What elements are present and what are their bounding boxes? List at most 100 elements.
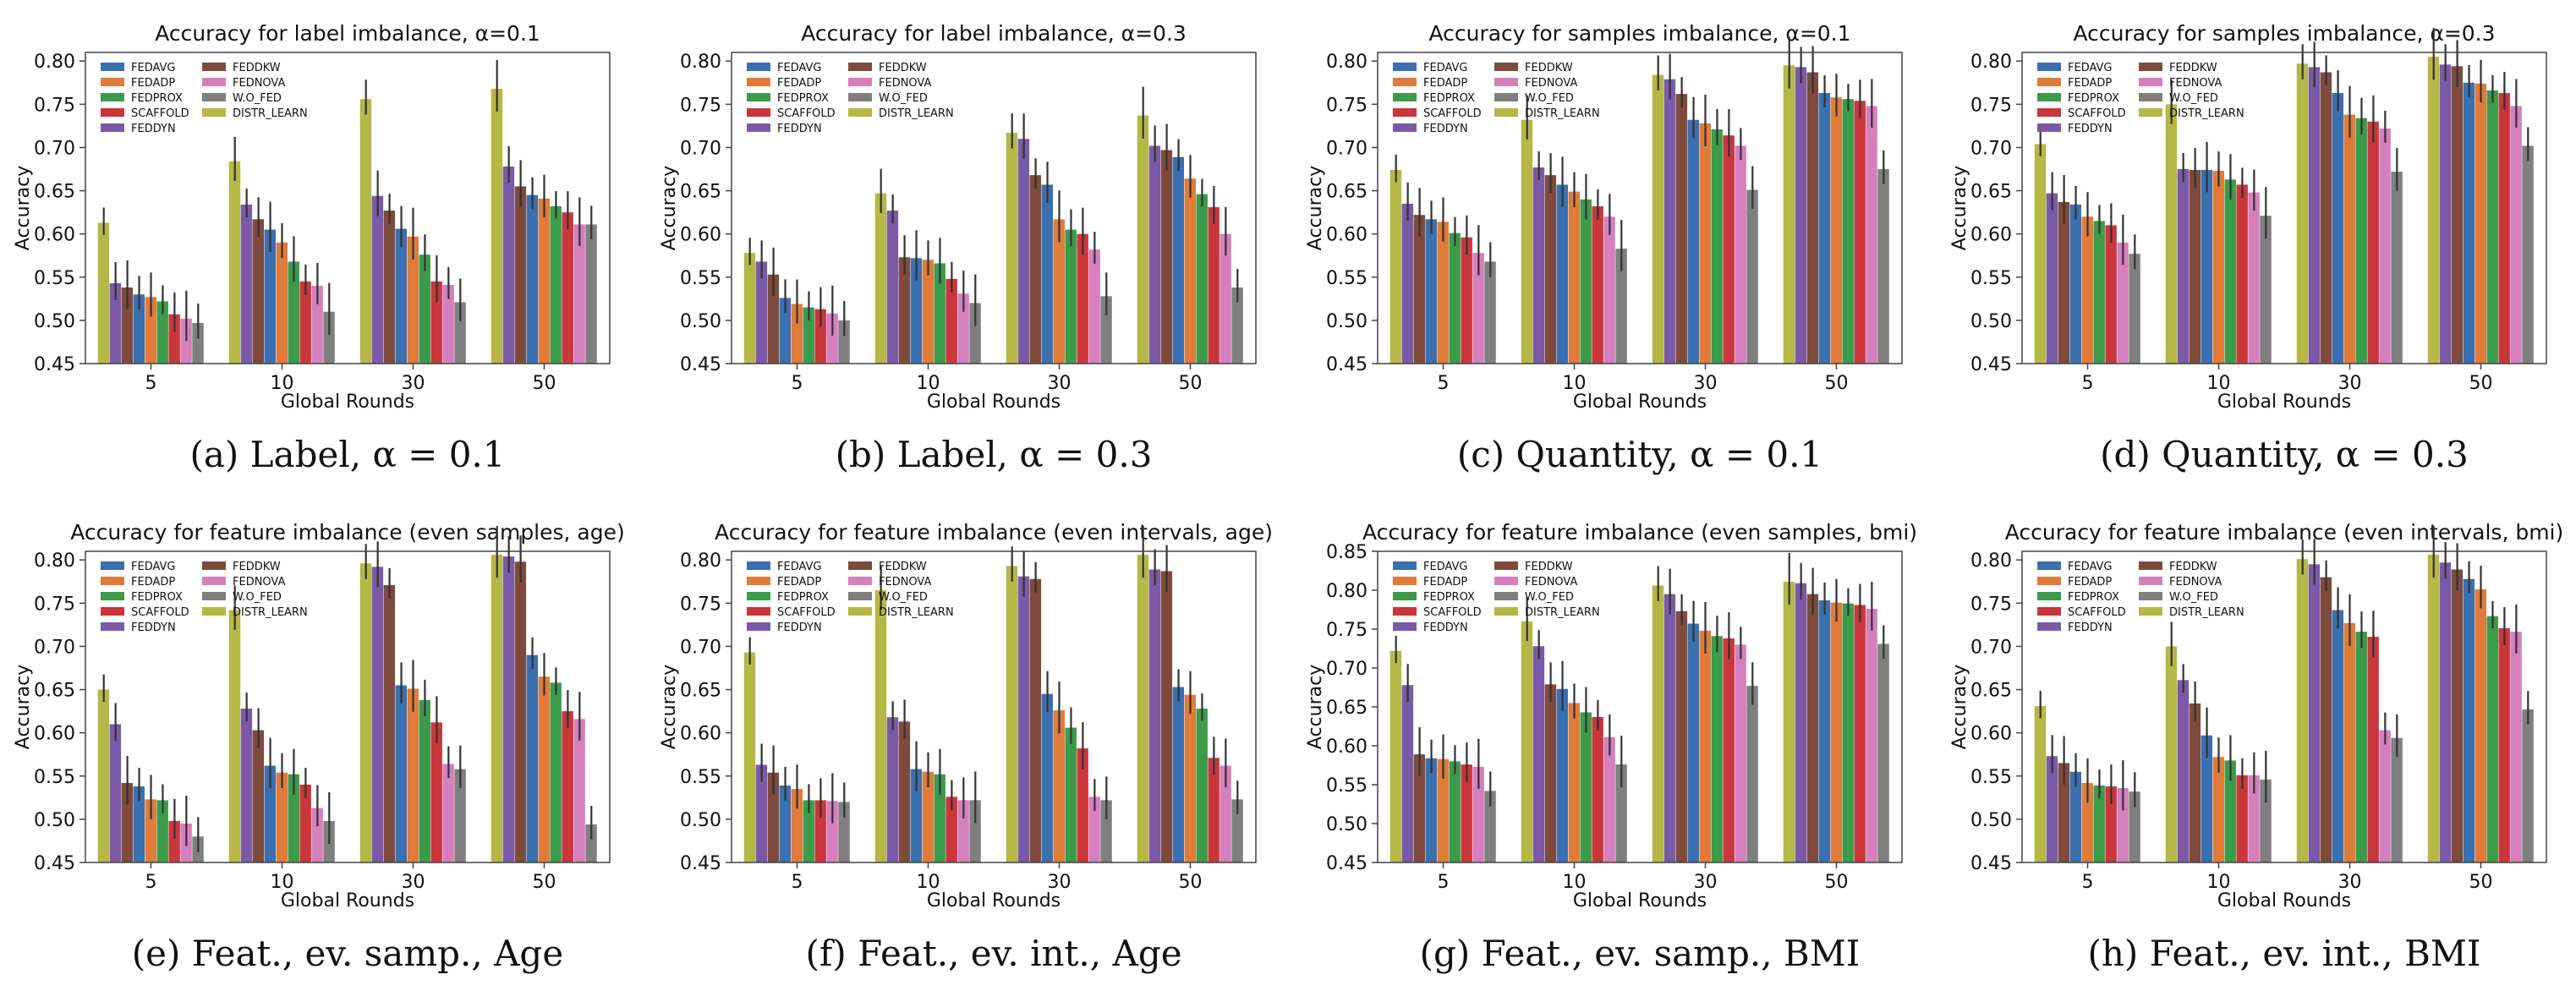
bar	[2081, 216, 2093, 364]
bar	[407, 688, 419, 862]
bar	[2189, 170, 2201, 364]
bar	[1041, 693, 1054, 862]
subfigure-caption: (f) Feat., ev. int., Age	[805, 933, 1181, 974]
bar	[2129, 791, 2140, 862]
legend-swatch	[1494, 108, 1518, 117]
bar	[1077, 748, 1088, 862]
legend-label: FEDDKW	[2169, 62, 2217, 74]
legend-swatch	[747, 592, 770, 600]
y-tick-label: 0.65	[680, 182, 721, 203]
bar	[145, 799, 156, 862]
bar	[97, 222, 110, 364]
bar	[454, 769, 466, 862]
bar	[1806, 594, 1819, 862]
bar	[1735, 644, 1746, 862]
bar	[1532, 167, 1545, 364]
legend-swatch	[848, 577, 872, 585]
legend-swatch	[101, 607, 124, 616]
bar	[430, 281, 442, 364]
bar	[743, 652, 756, 862]
y-tick-label: 0.50	[34, 311, 75, 332]
y-tick-label: 0.80	[1970, 52, 2012, 73]
bar	[1521, 621, 1533, 862]
legend-swatch	[101, 93, 124, 101]
x-tick-label: 50	[533, 872, 556, 893]
y-axis-label: Accuracy	[13, 665, 34, 749]
y-tick-label: 0.45	[680, 853, 721, 874]
bar	[1472, 766, 1484, 862]
bar	[2332, 610, 2344, 862]
bar	[1172, 156, 1185, 364]
chart-6: Accuracy for feature imbalance (even int…	[659, 520, 1273, 974]
chart-title: Accuracy for feature imbalance (even int…	[715, 520, 1273, 545]
bar	[1652, 585, 1664, 862]
bar	[371, 567, 384, 862]
bar	[814, 800, 826, 862]
legend-label: FEDDYN	[1423, 123, 1468, 135]
chart-8: Accuracy for feature imbalance (even int…	[1949, 520, 2563, 974]
bar	[2034, 705, 2047, 862]
bar	[1795, 583, 1807, 862]
bar	[1231, 287, 1243, 364]
bar	[2439, 562, 2452, 862]
y-tick-label: 0.80	[1326, 581, 1367, 602]
bar	[550, 205, 562, 364]
bar	[1077, 233, 1088, 364]
y-tick-label: 0.50	[1326, 311, 1367, 332]
bar	[276, 242, 288, 364]
legend-swatch	[2037, 93, 2061, 101]
bar	[1723, 638, 1735, 862]
bar	[1877, 643, 1889, 862]
x-tick-label: 30	[1048, 373, 1072, 394]
legend-swatch	[1393, 108, 1417, 117]
legend-label: DISTR_LEARN	[879, 606, 954, 619]
legend-swatch	[1393, 561, 1417, 570]
legend-swatch	[101, 78, 124, 86]
legend-label: SCAFFOLD	[1423, 606, 1482, 619]
bar	[168, 820, 180, 862]
x-tick-label: 5	[2082, 373, 2094, 394]
bar	[264, 229, 277, 364]
chart-title: Accuracy for label imbalance, α=0.1	[155, 21, 540, 46]
legend-label: DISTR_LEARN	[879, 107, 954, 120]
bar	[1866, 106, 1877, 364]
bar	[1699, 123, 1711, 364]
legend-label: SCAFFOLD	[2068, 606, 2126, 619]
bar	[910, 769, 923, 862]
bar	[1389, 650, 1402, 862]
chart-title: Accuracy for feature imbalance (even sam…	[70, 520, 625, 545]
bar	[2391, 737, 2403, 862]
bar	[395, 228, 408, 364]
bar	[2069, 771, 2082, 862]
legend-swatch	[1393, 607, 1417, 616]
bar	[1088, 249, 1100, 364]
x-tick-label: 50	[533, 373, 556, 394]
chart-5: Accuracy for feature imbalance (even sam…	[13, 520, 625, 974]
legend-swatch	[202, 108, 226, 117]
bar	[945, 278, 957, 364]
bar	[2486, 616, 2498, 862]
y-axis-label: Accuracy	[1949, 166, 1970, 250]
bar	[1389, 170, 1402, 364]
bar	[1065, 229, 1077, 364]
bar	[2367, 121, 2379, 364]
bar	[2427, 555, 2440, 862]
bar	[145, 297, 156, 364]
legend-swatch	[101, 108, 124, 117]
legend-label: W.O_FED	[233, 591, 282, 604]
bar	[1711, 129, 1723, 364]
bar	[957, 800, 969, 862]
legend-label: DISTR_LEARN	[2169, 107, 2244, 120]
x-tick-label: 30	[402, 373, 425, 394]
legend-label: FEDAVG	[1423, 561, 1468, 573]
bar	[1663, 594, 1676, 862]
bar	[454, 302, 466, 364]
y-tick-label: 0.45	[34, 354, 75, 375]
bar	[1160, 150, 1173, 364]
y-tick-label: 0.80	[1326, 52, 1367, 73]
bar	[1675, 610, 1688, 862]
bar	[838, 802, 850, 862]
bar	[2463, 82, 2475, 364]
bar	[2236, 184, 2248, 364]
